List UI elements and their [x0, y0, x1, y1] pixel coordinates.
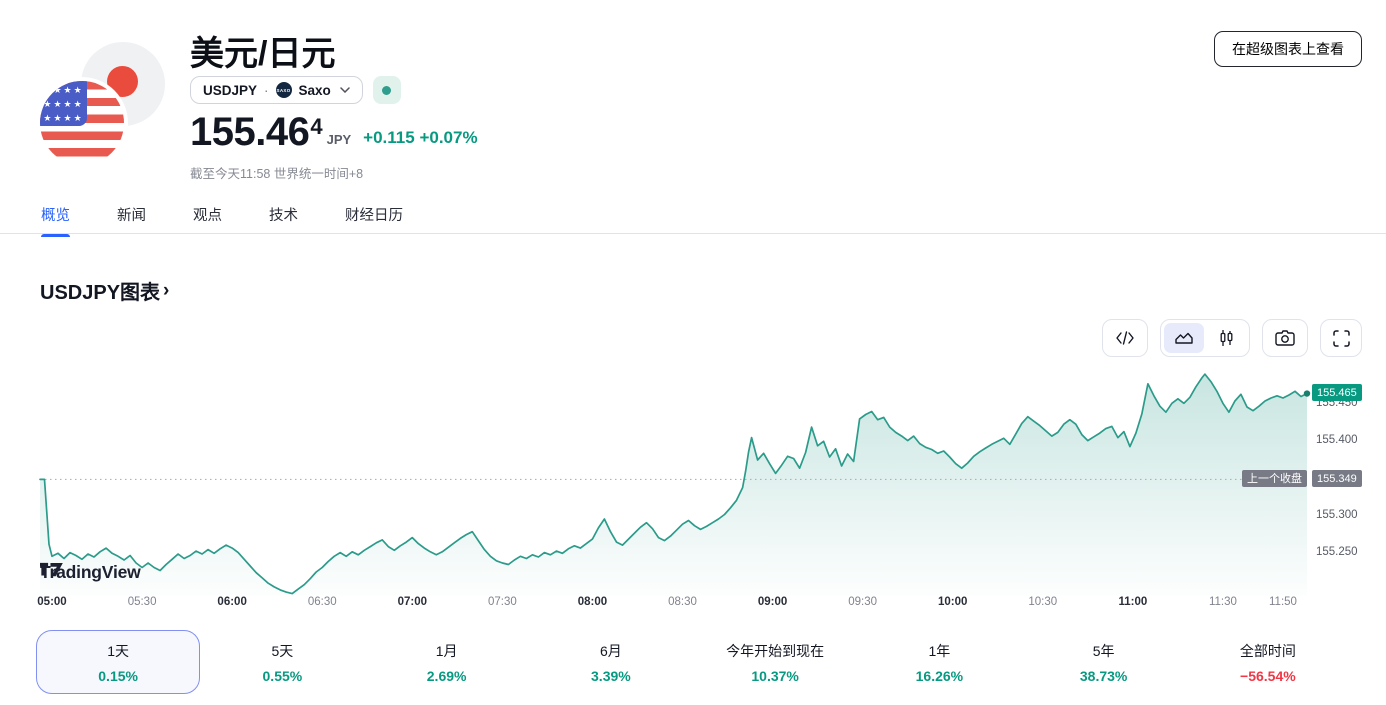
price-line	[39, 373, 1308, 595]
separator-dot: ·	[264, 82, 269, 98]
snapshot-button[interactable]	[1262, 319, 1308, 357]
market-open-dot-icon	[382, 85, 392, 95]
last-price-dot-icon	[1303, 390, 1311, 397]
chevron-right-icon: ›	[163, 279, 170, 301]
tab-news[interactable]: 新闻	[117, 208, 146, 224]
tradingview-wordmark: TradingView	[40, 562, 141, 582]
price-block: 155.46 4 JPY +0.115 +0.07%	[190, 110, 478, 154]
period-selector: 1天 0.15% 5天 0.55% 1月 2.69% 6月 3.39% 今年开始…	[36, 630, 1350, 694]
price-change: +0.115 +0.07%	[363, 128, 478, 147]
tab-overview[interactable]: 概览	[41, 204, 70, 237]
quote-timestamp: 截至今天11:58 世界统一时间+8	[190, 167, 364, 181]
period-all[interactable]: 全部时间 −56.54%	[1239, 642, 1296, 684]
time-axis-label: 10:00	[938, 596, 968, 608]
market-status-badge[interactable]	[372, 76, 401, 104]
period-1d[interactable]: 1天 0.15%	[36, 630, 201, 694]
time-axis-label: 11:50	[1269, 596, 1297, 608]
period-1m[interactable]: 1月 2.69%	[426, 642, 467, 684]
chart-toolbar	[1102, 319, 1362, 357]
price-axis-label: 155.300	[1316, 508, 1358, 521]
time-axis-label: 08:00	[577, 596, 608, 608]
area-fill	[40, 374, 1307, 596]
period-5d[interactable]: 5天 0.55%	[262, 642, 303, 684]
tradingview-attribution[interactable]: TradingView	[40, 562, 141, 583]
fullscreen-icon	[1332, 329, 1350, 347]
fullscreen-button[interactable]	[1320, 319, 1362, 357]
chart-type-switch	[1160, 319, 1250, 357]
time-axis-label: 11:00	[1118, 596, 1148, 608]
price-currency: JPY	[326, 132, 352, 147]
previous-close-tag: 上一个收盘	[1242, 470, 1307, 488]
period-ytd[interactable]: 今年开始到现在 10.37%	[726, 642, 825, 684]
time-axis-label: 07:00	[397, 596, 427, 608]
time-axis-label: 07:30	[487, 596, 517, 608]
us-flag-icon: ★★★★ ★★★★ ★★★★	[40, 81, 124, 165]
exchange-label: Saxo	[298, 82, 331, 98]
embed-code-button[interactable]	[1102, 319, 1148, 357]
time-axis-label: 05:00	[37, 596, 67, 608]
price-value: 155.46	[190, 110, 310, 154]
time-axis-label: 06:00	[217, 596, 247, 608]
page-title: 美元/日元	[190, 35, 336, 73]
price-axis-label: 155.400	[1316, 434, 1358, 447]
pair-flags: ★★★★ ★★★★ ★★★★	[40, 40, 166, 166]
period-1y[interactable]: 1年 16.26%	[915, 642, 964, 684]
section-tabbar: 概览 新闻 观点 技术 财经日历	[0, 204, 1386, 237]
saxo-logo-icon: SAXO	[275, 82, 292, 98]
price-fraction-digit: 4	[310, 114, 323, 139]
tab-technical[interactable]: 技术	[269, 208, 298, 224]
price-chart[interactable]: 155.450 155.400 155.300 155.250 05:00 05:30 0…	[0, 362, 1386, 612]
tab-calendar[interactable]: 财经日历	[345, 208, 403, 224]
symbol-exchange-dropdown[interactable]: USDJPY · SAXO Saxo	[190, 76, 363, 104]
code-icon	[1116, 331, 1134, 345]
time-axis-label: 05:30	[127, 596, 157, 608]
area-chart-canvas	[39, 373, 1311, 596]
symbol-label: USDJPY	[203, 82, 258, 98]
area-chart-icon	[1175, 332, 1193, 344]
tradingview-logo-icon	[40, 562, 63, 577]
tab-ideas[interactable]: 观点	[193, 208, 222, 224]
current-price-badge: 155.465	[1312, 384, 1362, 402]
time-axis-label: 09:00	[757, 596, 788, 608]
area-chart-button[interactable]	[1164, 323, 1204, 353]
time-axis-label: 08:30	[668, 596, 697, 608]
time-axis-label: 09:30	[848, 596, 878, 608]
open-superchart-button[interactable]: 在超级图表上查看	[1214, 31, 1362, 67]
candlestick-icon	[1220, 330, 1233, 346]
chart-section-link[interactable]: USDJPY图表 ›	[40, 279, 170, 305]
time-axis-label: 11:30	[1208, 596, 1237, 608]
previous-close-badge: 155.349	[1312, 470, 1362, 488]
camera-icon	[1275, 329, 1295, 346]
price-axis-label: 155.250	[1316, 546, 1358, 559]
period-6m[interactable]: 6月 3.39%	[591, 642, 631, 684]
time-axis-label: 06:30	[307, 596, 337, 608]
time-axis-label: 10:30	[1028, 596, 1058, 608]
period-5y[interactable]: 5年 38.73%	[1079, 642, 1128, 684]
chevron-down-icon	[340, 87, 350, 93]
candles-chart-button[interactable]	[1206, 323, 1246, 353]
